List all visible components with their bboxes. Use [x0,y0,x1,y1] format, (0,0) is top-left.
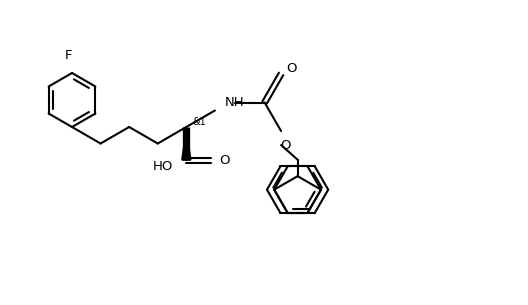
Polygon shape [182,127,191,160]
Text: NH: NH [225,96,244,109]
Text: HO: HO [153,160,173,173]
Text: F: F [64,49,72,62]
Text: O: O [219,153,230,167]
Text: O: O [280,139,290,152]
Text: O: O [286,63,297,75]
Text: &1: &1 [192,117,206,127]
